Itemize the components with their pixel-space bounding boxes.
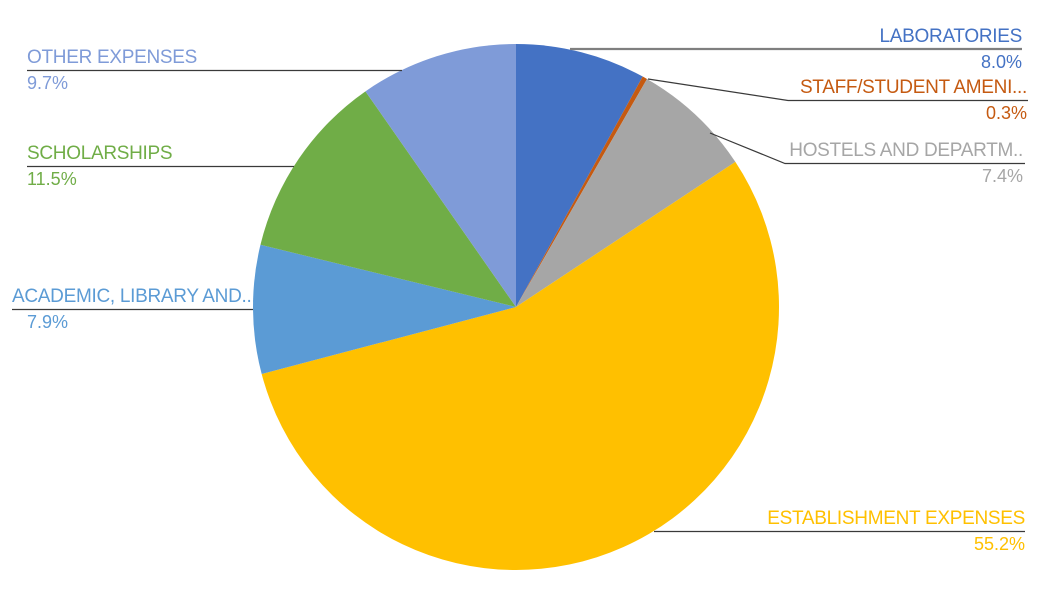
pie-slice-6: [365, 44, 516, 307]
slice-percentage-hostels-and-departments: 7.4%: [981, 166, 1023, 186]
leader-line-2: [709, 132, 1025, 165]
slice-percentage-establishment-expenses: 55.2%: [973, 534, 1025, 554]
slice-percentage-laboratories: 8.0%: [980, 52, 1022, 72]
slice-label-hostels-and-departments: HOSTELS AND DEPARTM..: [789, 140, 1023, 161]
leader-line-1: [647, 78, 1028, 102]
callout-scholarships: SCHOLARSHIPS 11.5%: [27, 143, 173, 190]
pie-slice-2: [516, 78, 736, 308]
callout-other-expenses: OTHER EXPENSES 9.7%: [27, 47, 197, 94]
leader-lines: [12, 47, 1028, 533]
callout-hostels-and-departments: HOSTELS AND DEPARTM.. 7.4%: [789, 140, 1023, 187]
callout-laboratories: LABORATORIES 8.0%: [879, 26, 1023, 73]
slice-label-scholarships: SCHOLARSHIPS: [27, 143, 173, 164]
callout-establishment-expenses: ESTABLISHMENT EXPENSES 55.2%: [767, 508, 1025, 555]
slice-percentage-staff-student-amenities: 0.3%: [985, 103, 1027, 123]
pie-slices: [253, 44, 780, 571]
slice-label-academic-library: ACADEMIC, LIBRARY AND...: [12, 286, 257, 307]
slice-percentage-academic-library: 7.9%: [27, 312, 69, 332]
slice-percentage-other-expenses: 9.7%: [27, 73, 69, 93]
callout-staff-student-amenities: STAFF/STUDENT AMENI... 0.3%: [800, 77, 1027, 124]
pie-slice-1: [516, 76, 648, 307]
pie-slice-3: [261, 161, 780, 571]
slice-percentage-scholarships: 11.5%: [27, 169, 77, 189]
slice-label-other-expenses: OTHER EXPENSES: [27, 47, 198, 68]
slice-label-laboratories: LABORATORIES: [879, 26, 1023, 47]
pie-slice-4: [253, 244, 516, 374]
pie-slice-0: [516, 44, 643, 307]
callout-academic-library: ACADEMIC, LIBRARY AND... 7.9%: [12, 286, 257, 333]
slice-label-staff-student-amenities: STAFF/STUDENT AMENI...: [799, 77, 1027, 98]
slice-label-establishment-expenses: ESTABLISHMENT EXPENSES: [767, 508, 1025, 529]
pie-slice-5: [260, 91, 516, 307]
